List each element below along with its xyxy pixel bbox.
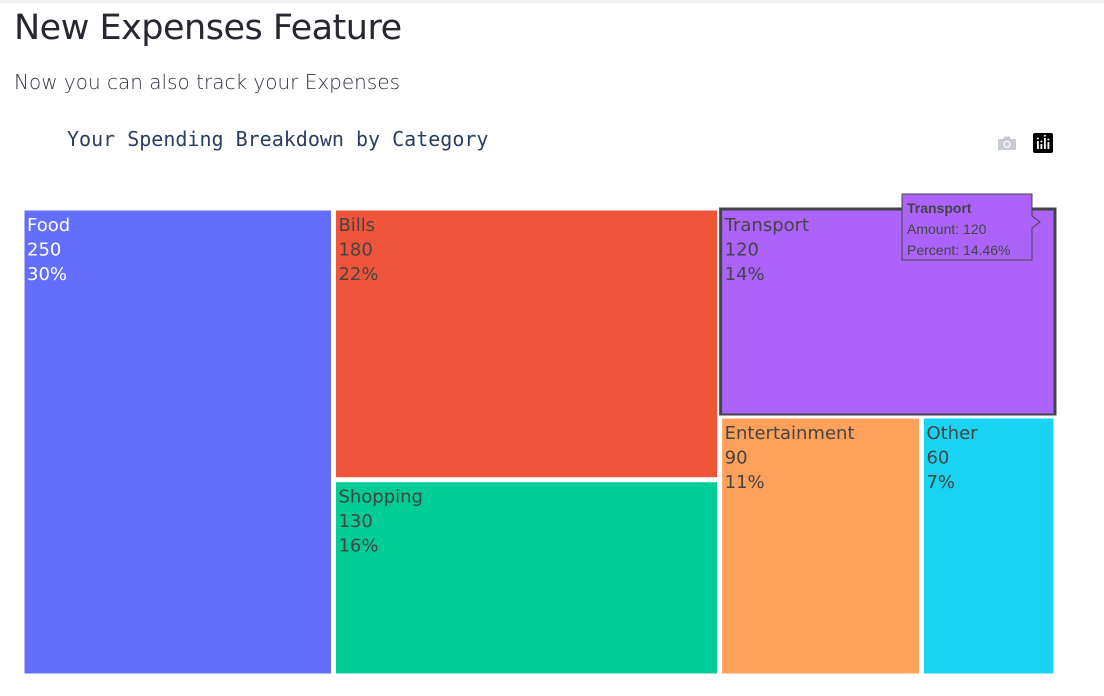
chart-title: Your Spending Breakdown by Category bbox=[67, 127, 489, 151]
tile-percent: 30% bbox=[27, 264, 67, 285]
tile-value: 60 bbox=[926, 448, 949, 469]
top-border bbox=[0, 0, 1104, 3]
tile-value: 130 bbox=[338, 511, 372, 532]
hover-tooltip: Transport Amount: 120 Percent: 14.46% bbox=[901, 193, 1041, 261]
page-subtitle: Now you can also track your Expenses bbox=[14, 70, 401, 94]
tile-percent: 14% bbox=[725, 264, 765, 285]
chart-modebar bbox=[994, 132, 1056, 154]
tile-label: Entertainment bbox=[725, 423, 855, 444]
tile-value: 250 bbox=[27, 240, 61, 261]
tile-label: Shopping bbox=[338, 487, 423, 508]
tile-percent: 7% bbox=[926, 472, 955, 493]
treemap-tile-rect[interactable] bbox=[719, 415, 922, 677]
treemap-tile-other[interactable]: Other 60 7% bbox=[920, 415, 1057, 677]
treemap-tile-rect[interactable] bbox=[332, 479, 721, 677]
tooltip-percent: Percent: 14.46% bbox=[907, 242, 1011, 258]
tile-label: Bills bbox=[338, 215, 375, 236]
treemap-tile-shopping[interactable]: Shopping 130 16% bbox=[332, 479, 721, 677]
camera-icon[interactable] bbox=[994, 132, 1020, 154]
tile-percent: 22% bbox=[338, 264, 378, 285]
treemap-tile-entertainment[interactable]: Entertainment 90 11% bbox=[719, 415, 922, 677]
tile-percent: 11% bbox=[725, 472, 765, 493]
tile-value: 90 bbox=[725, 448, 748, 469]
tooltip-amount: Amount: 120 bbox=[907, 221, 987, 237]
plotly-logo-icon[interactable] bbox=[1030, 132, 1056, 154]
page-title: New Expenses Feature bbox=[14, 8, 402, 48]
tooltip-title: Transport bbox=[907, 200, 972, 216]
tile-value: 180 bbox=[338, 240, 372, 261]
tile-label: Food bbox=[27, 215, 70, 236]
tile-percent: 16% bbox=[338, 536, 378, 557]
tile-label: Other bbox=[926, 423, 978, 444]
tile-label: Transport bbox=[724, 215, 809, 236]
treemap-tile-rect[interactable] bbox=[332, 207, 721, 481]
treemap-tile-bills[interactable]: Bills 180 22% bbox=[332, 207, 721, 481]
treemap-tile-rect[interactable] bbox=[21, 207, 334, 677]
treemap-tile-rect[interactable] bbox=[920, 415, 1057, 677]
tile-value: 120 bbox=[725, 240, 759, 261]
treemap-tile-food[interactable]: Food 250 30% bbox=[21, 207, 334, 677]
